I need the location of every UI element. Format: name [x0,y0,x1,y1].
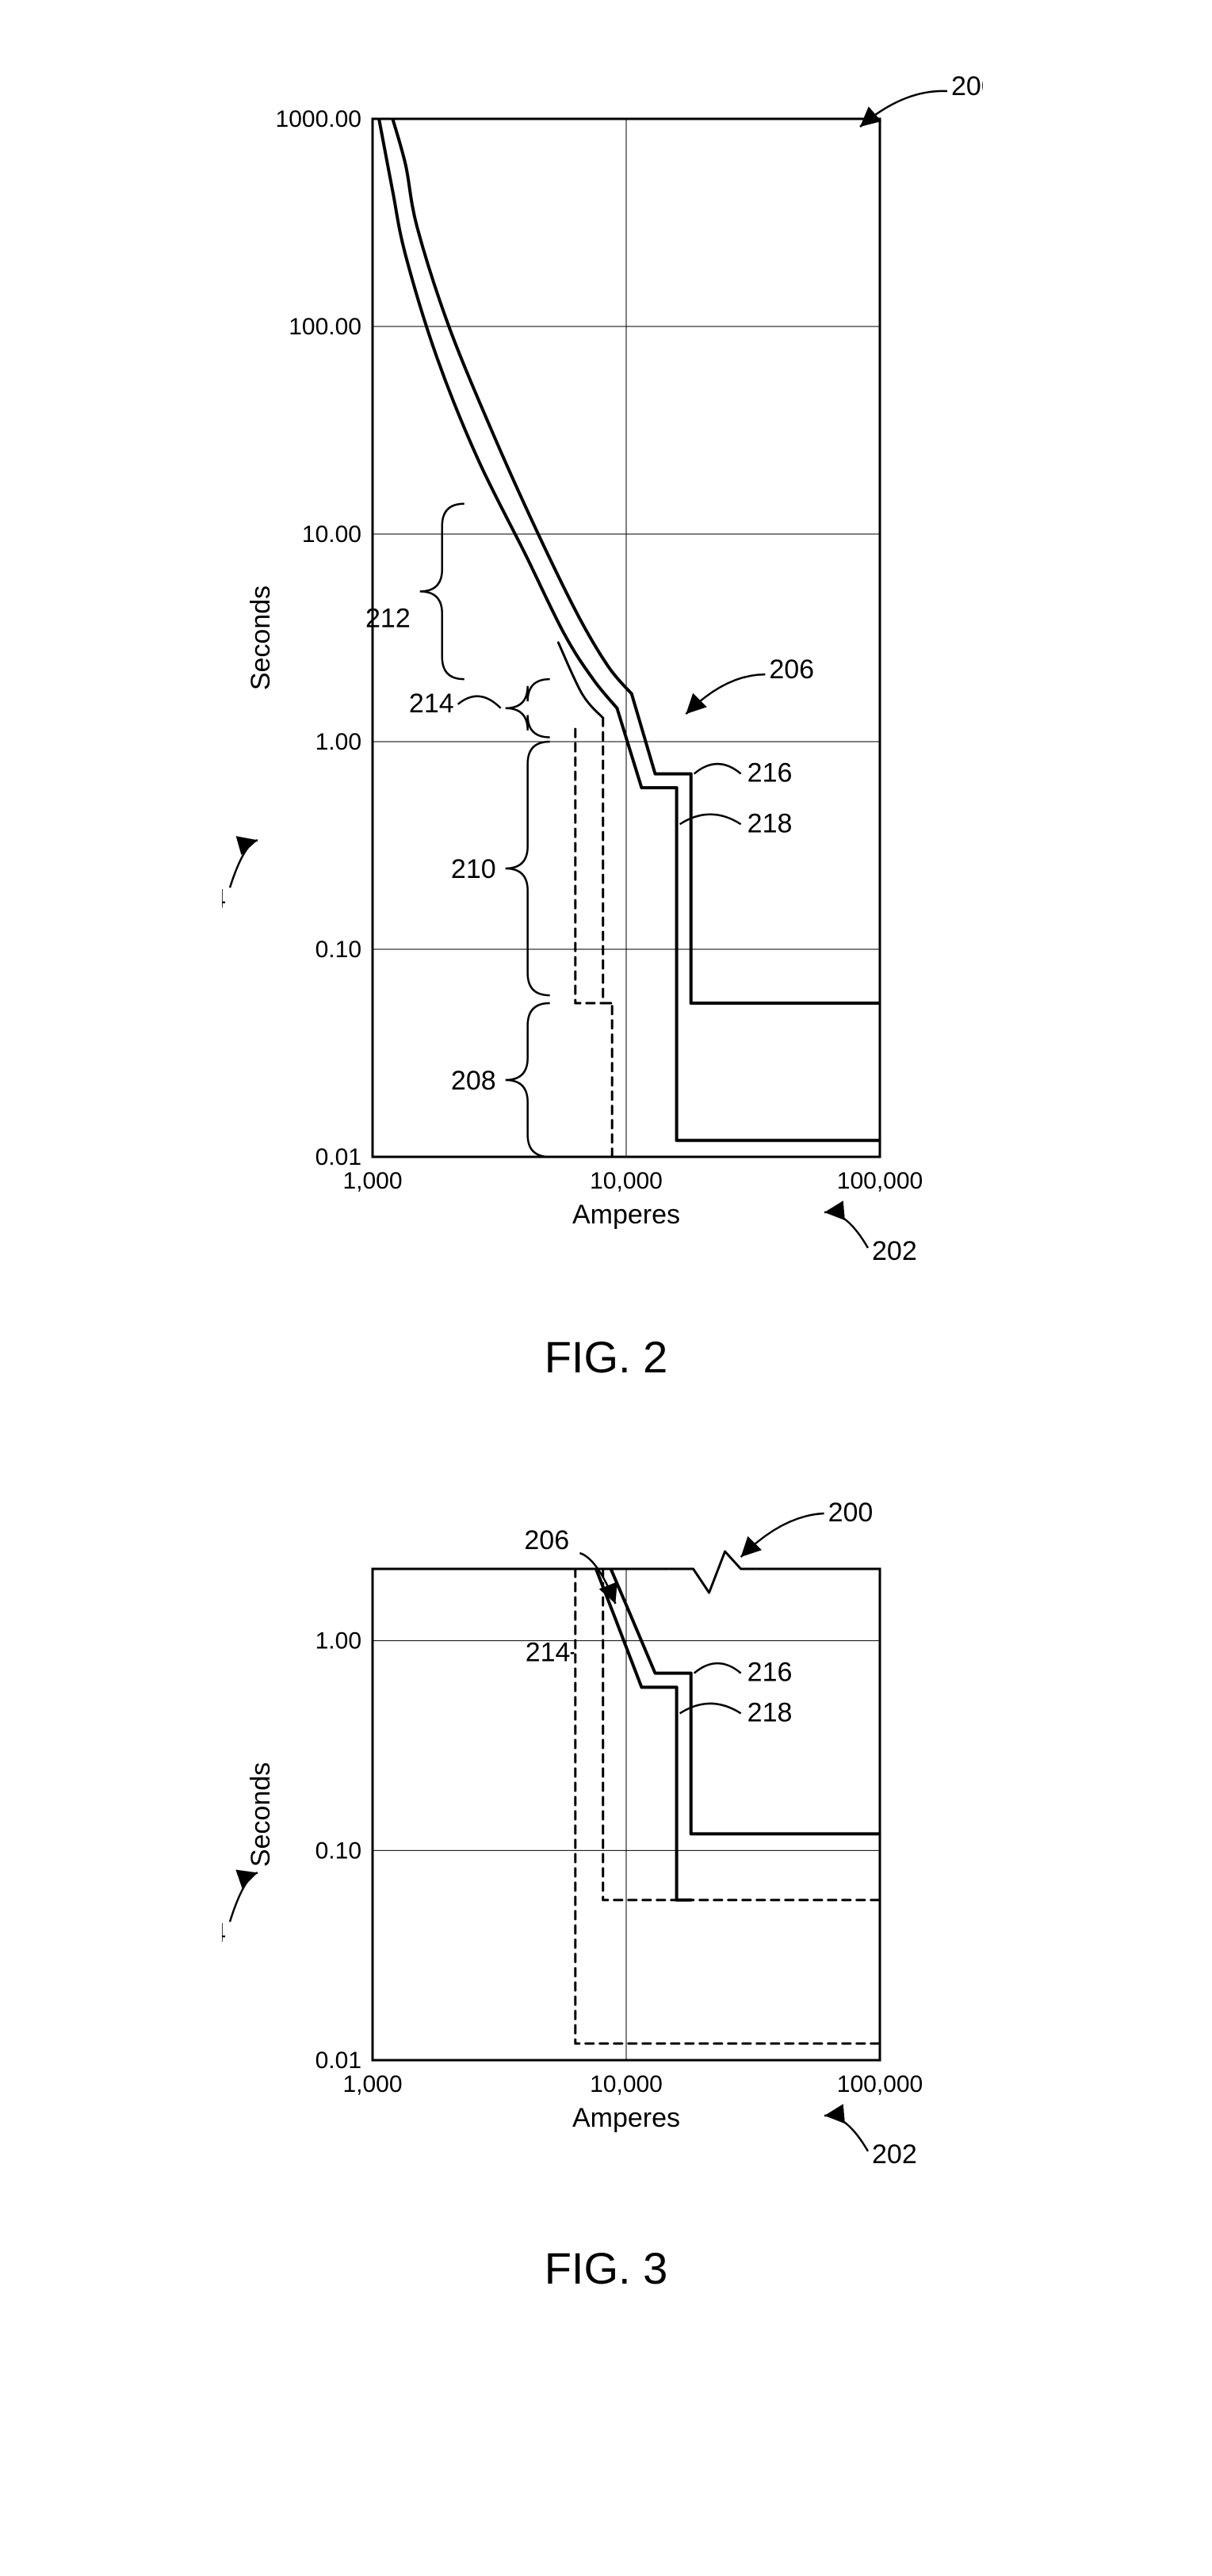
svg-text:218: 218 [747,808,793,838]
svg-text:1,000: 1,000 [342,1168,402,1194]
svg-text:214: 214 [409,689,454,719]
fig3-chart: 1,000 10,000 100,000 0.01 0.10 1.00 Amperes Sec… [222,1482,983,2211]
svg-text:208: 208 [451,1066,496,1096]
svg-text:10.00: 10.00 [302,521,361,548]
svg-text:100,000: 100,000 [837,2071,923,2097]
svg-text:202: 202 [872,2139,917,2170]
svg-text:10,000: 10,000 [590,2071,663,2097]
svg-text:214: 214 [526,1637,571,1667]
svg-text:0.01: 0.01 [315,2047,361,2074]
fig2-title: FIG. 2 [545,1331,668,1383]
svg-text:100,000: 100,000 [837,1168,923,1194]
svg-text:204: 204 [222,883,226,914]
svg-text:1,000: 1,000 [342,2071,402,2097]
svg-text:100.00: 100.00 [289,314,361,340]
svg-text:200: 200 [951,71,983,101]
svg-text:216: 216 [747,758,793,788]
page: 1,000 10,000 100,000 0.01 0.10 1.00 10.00 100.0… [0,0,1212,2576]
svg-text:200: 200 [828,1498,874,1528]
svg-text:0.10: 0.10 [315,937,361,963]
svg-text:210: 210 [451,854,496,884]
svg-text:206: 206 [769,654,814,685]
fig2-chart: 1,000 10,000 100,000 0.01 0.10 1.00 10.00 100.0… [222,63,983,1299]
svg-text:Amperes: Amperes [572,1200,680,1230]
svg-text:218: 218 [747,1697,793,1727]
svg-text:212: 212 [365,603,411,633]
svg-text:1.00: 1.00 [315,729,361,755]
fig3-title: FIG. 3 [545,2242,668,2294]
svg-text:10,000: 10,000 [590,1168,663,1194]
svg-text:204: 204 [222,1918,226,1948]
svg-text:1.00: 1.00 [315,1628,361,1654]
svg-text:216: 216 [747,1658,793,1688]
svg-text:206: 206 [524,1525,569,1555]
svg-text:1000.00: 1000.00 [276,106,361,132]
svg-text:Seconds: Seconds [246,586,276,690]
svg-text:Amperes: Amperes [572,2103,680,2133]
svg-text:Seconds: Seconds [246,1762,276,1867]
svg-text:0.10: 0.10 [315,1838,361,1864]
svg-text:0.01: 0.01 [315,1144,361,1170]
svg-text:202: 202 [872,1236,917,1266]
